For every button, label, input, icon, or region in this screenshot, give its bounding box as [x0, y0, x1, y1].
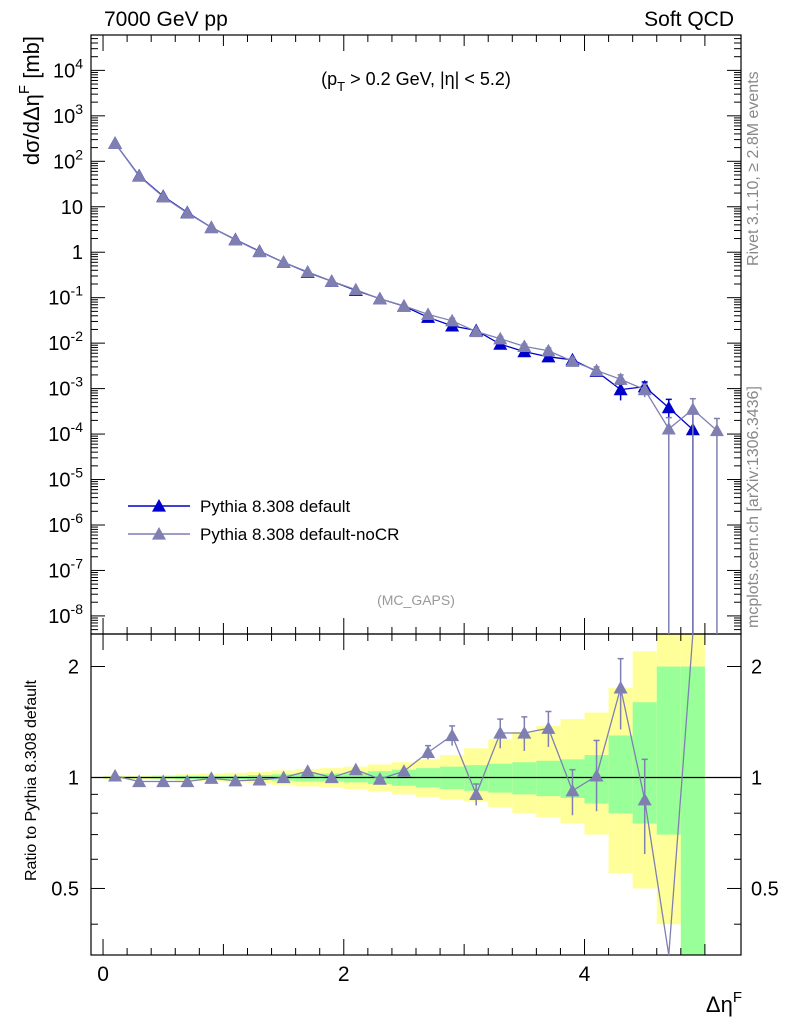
ratio-nocr-point: [252, 772, 267, 786]
main-nocr-point: [396, 298, 411, 312]
ratio-nocr-point: [108, 768, 123, 782]
ratio-y-tick-label-right: 0.5: [751, 878, 779, 900]
ratio-nocr-point: [348, 762, 363, 776]
ratio-nocr-point: [637, 792, 652, 806]
ratio-band-inner: [488, 763, 513, 793]
ratio-nocr-point: [613, 680, 628, 694]
main-nocr-point: [132, 169, 147, 182]
main-default-point: [661, 400, 676, 414]
main-nocr-point: [204, 220, 219, 234]
main-y-tick-label: 10-2: [48, 328, 83, 355]
main-nocr-point: [108, 136, 123, 149]
ratio-band-inner: [656, 666, 681, 835]
process-label: Soft QCD: [644, 8, 734, 31]
main-y-tick-label: 10-1: [48, 283, 83, 310]
main-nocr-point: [324, 274, 339, 287]
main-y-tick-label: 1: [72, 242, 83, 264]
main-nocr-point: [709, 423, 724, 437]
ratio-nocr-point: [204, 771, 219, 784]
main-y-tick-label: 103: [53, 101, 83, 128]
main-nocr-point: [565, 354, 580, 367]
legend-marker: [152, 499, 166, 512]
main-nocr-point: [348, 282, 363, 296]
cut-label: (pT > 0.2 GeV, |η| < 5.2): [321, 69, 511, 94]
ratio-y-tick-label: 0.5: [51, 878, 79, 900]
main-y-tick-label: 104: [53, 55, 83, 82]
ratio-nocr-point: [180, 774, 195, 788]
main-y-tick-label: 10: [61, 197, 83, 219]
main-y-tick-label: 10-7: [48, 555, 83, 582]
legend-marker: [152, 527, 166, 540]
main-y-tick-label: 10-5: [48, 465, 83, 492]
main-nocr-point: [300, 264, 315, 278]
ratio-band-inner: [512, 762, 537, 795]
ratio-nocr-point: [493, 726, 508, 739]
ratio-nocr-point: [372, 772, 387, 785]
ratio-nocr-point: [445, 728, 460, 742]
main-y-tick-label: 10-3: [48, 374, 83, 401]
main-nocr-point: [517, 339, 532, 352]
ratio-y-tick-label: 1: [68, 767, 79, 789]
ratio-x-tick-label: 2: [338, 963, 350, 986]
main-y-tick-label: 10-6: [48, 510, 83, 537]
main-nocr-point: [445, 313, 460, 327]
ratio-x-tick-label: 0: [97, 963, 109, 986]
main-nocr-point: [541, 343, 556, 357]
main-y-axis-title: dσ/dΔηF [mb]: [16, 36, 44, 165]
main-nocr-point: [156, 189, 171, 203]
ratio-x-tick-label: 4: [579, 963, 591, 986]
x-axis-title: ΔηF: [706, 989, 742, 1017]
main-y-tick-label: 10-4: [48, 419, 83, 446]
ratio-band-inner: [680, 666, 705, 955]
main-nocr-point: [613, 372, 628, 385]
ratio-y-tick-label: 2: [68, 656, 79, 678]
main-nocr-point: [228, 232, 243, 246]
ratio-nocr-point: [228, 773, 243, 787]
ratio-y-axis-title: Ratio to Pythia 8.308 default: [23, 679, 40, 881]
energy-label: 7000 GeV pp: [104, 8, 228, 31]
main-nocr-point: [685, 402, 700, 415]
ratio-nocr-point: [396, 764, 411, 777]
main-nocr-point: [180, 205, 195, 219]
main-nocr-point: [637, 382, 652, 396]
main-nocr-point: [276, 255, 291, 268]
main-y-tick-label: 102: [53, 146, 83, 173]
analysis-label: (MC_GAPS): [377, 592, 455, 608]
ratio-nocr-point: [324, 770, 339, 784]
legend-label: Pythia 8.308 default-noCR: [200, 525, 399, 544]
main-default-line: [114, 142, 694, 431]
ratio-nocr-point: [276, 770, 291, 784]
ratio-nocr-point: [156, 774, 171, 788]
main-frame: [90, 34, 742, 635]
main-nocr-point: [661, 421, 676, 435]
main-nocr-point: [493, 331, 508, 345]
main-nocr-point: [421, 307, 436, 320]
main-nocr-point: [469, 324, 484, 338]
ratio-y-tick-label-right: 1: [751, 767, 762, 789]
ratio-nocr-point: [300, 764, 315, 777]
main-nocr-line: [114, 142, 718, 431]
legend-label: Pythia 8.308 default: [200, 497, 351, 516]
ratio-nocr-point: [517, 726, 532, 739]
ratio-nocr-point: [469, 787, 484, 800]
ratio-band-inner: [536, 760, 561, 797]
main-default-point: [613, 382, 628, 396]
ratio-nocr-point: [132, 774, 147, 788]
main-nocr-point: [372, 291, 387, 305]
main-nocr-point: [252, 244, 267, 258]
ratio-y-tick-label-right: 2: [751, 656, 762, 678]
ratio-nocr-point: [565, 783, 580, 797]
ratio-nocr-point: [541, 721, 556, 734]
main-y-tick-label: 10-8: [48, 601, 83, 628]
main-nocr-point: [589, 363, 604, 377]
ratio-band-inner: [608, 735, 633, 814]
ratio-nocr-point: [421, 745, 436, 758]
ratio-nocr-point: [589, 768, 604, 782]
